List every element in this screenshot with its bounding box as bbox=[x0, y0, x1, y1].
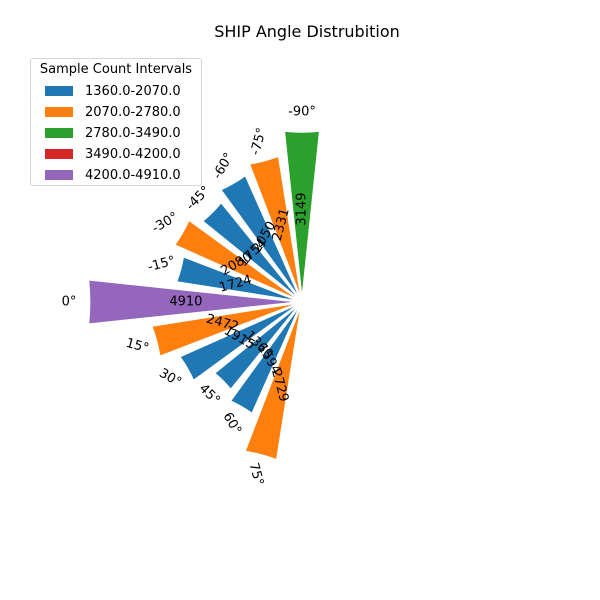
angle-tick-label: 45° bbox=[196, 381, 223, 408]
legend-label: 1360.0-2070.0 bbox=[85, 83, 181, 99]
angle-tick-label: 30° bbox=[156, 366, 183, 391]
bar bbox=[212, 301, 303, 392]
legend-swatch bbox=[45, 149, 73, 159]
legend: Sample Count Intervals 1360.0-2070.0 2070… bbox=[30, 58, 202, 186]
bar bbox=[243, 301, 303, 462]
legend-entry: 2780.0-3490.0 bbox=[45, 125, 181, 141]
legend-label: 4200.0-4910.0 bbox=[85, 167, 181, 183]
bar-value-label: 4910 bbox=[169, 295, 202, 310]
legend-entry: 2070.0-2780.0 bbox=[45, 104, 181, 120]
legend-swatch bbox=[45, 128, 73, 138]
bar bbox=[177, 301, 303, 383]
bar bbox=[282, 129, 322, 303]
legend-entry: 3490.0-4200.0 bbox=[45, 146, 181, 162]
bar bbox=[149, 301, 303, 359]
legend-swatch bbox=[45, 86, 73, 96]
legend-entry: 1360.0-2070.0 bbox=[45, 83, 181, 99]
angle-tick-label: -30° bbox=[149, 210, 181, 237]
bar bbox=[200, 200, 303, 303]
bar bbox=[247, 154, 303, 303]
angle-tick-label: 75° bbox=[246, 461, 266, 487]
bar-value-label: 3149 bbox=[295, 192, 310, 225]
legend-label: 2070.0-2780.0 bbox=[85, 104, 181, 120]
angle-tick-label: -15° bbox=[146, 254, 177, 276]
angle-tick-label: 15° bbox=[124, 336, 150, 356]
legend-label: 3490.0-4200.0 bbox=[85, 146, 181, 162]
angle-tick-label: 0° bbox=[62, 295, 77, 310]
bar bbox=[87, 278, 303, 326]
bar bbox=[228, 301, 303, 416]
legend-swatch bbox=[45, 107, 73, 117]
angle-tick-label: -45° bbox=[183, 183, 213, 213]
angle-tick-label: 60° bbox=[219, 410, 244, 437]
legend-entry: 4200.0-4910.0 bbox=[45, 167, 181, 183]
legend-label: 2780.0-3490.0 bbox=[85, 125, 181, 141]
bar bbox=[218, 173, 303, 303]
legend-title: Sample Count Intervals bbox=[39, 62, 193, 77]
legend-swatch bbox=[45, 170, 73, 180]
chart-title: SHIP Angle Distrubition bbox=[214, 22, 400, 41]
bar bbox=[172, 218, 303, 303]
bar bbox=[174, 254, 303, 303]
angle-tick-label: -60° bbox=[210, 150, 237, 182]
angle-tick-label: -90° bbox=[288, 104, 316, 119]
angle-tick-label: -75° bbox=[248, 126, 270, 157]
